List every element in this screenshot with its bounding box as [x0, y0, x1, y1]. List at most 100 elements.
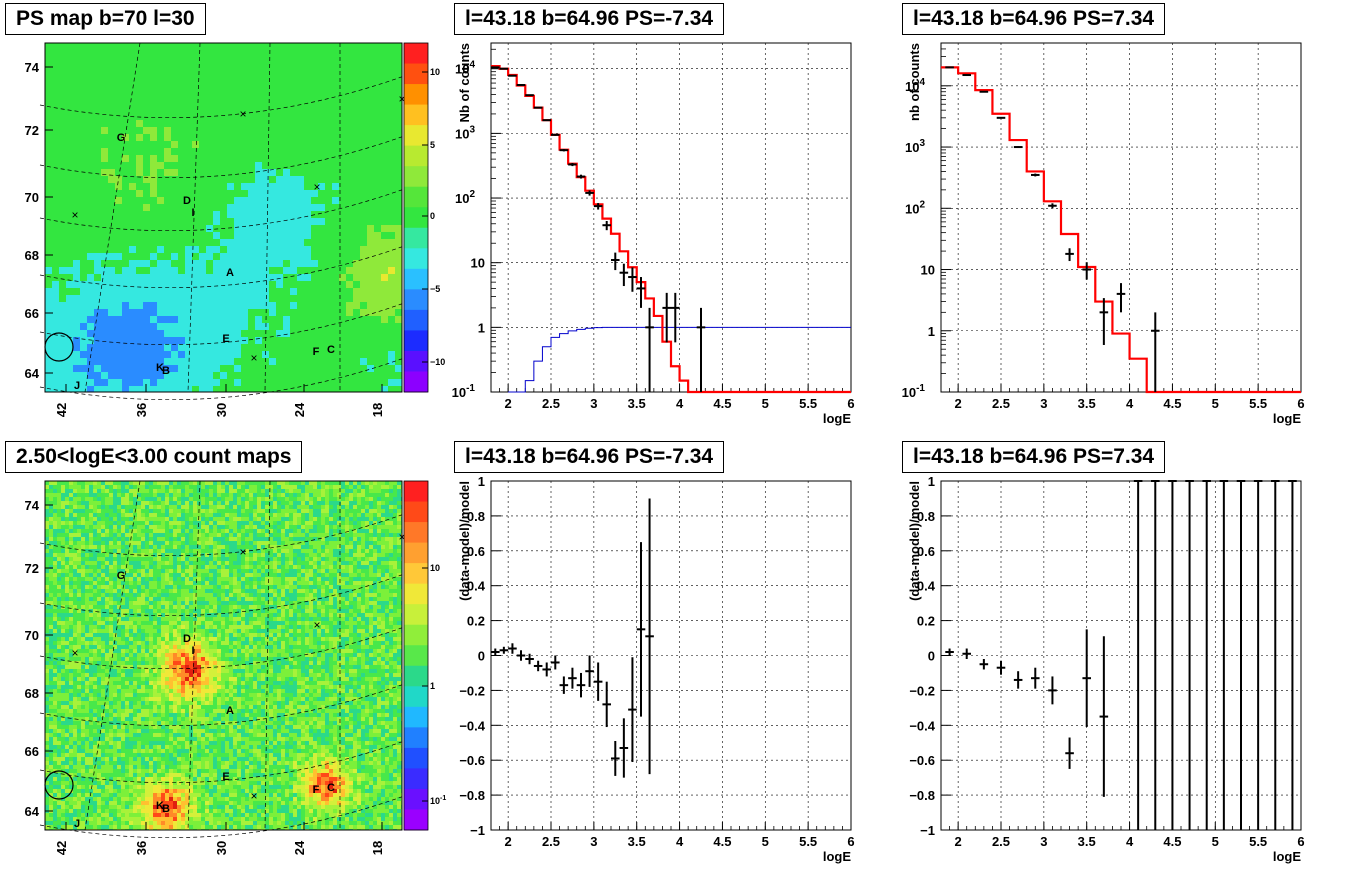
- map-pixel: [53, 497, 57, 501]
- map-pixel: [101, 211, 108, 218]
- map-pixel: [206, 120, 213, 127]
- map-pixel: [213, 358, 220, 365]
- map-pixel: [277, 517, 281, 521]
- map-pixel: [52, 302, 59, 309]
- map-pixel: [115, 113, 122, 120]
- map-pixel: [361, 541, 365, 545]
- map-pixel: [273, 541, 277, 545]
- map-pixel: [171, 78, 178, 85]
- map-pixel: [395, 330, 402, 337]
- map-pixel: [277, 509, 281, 513]
- map-pixel: [297, 120, 304, 127]
- map-pixel: [234, 204, 241, 211]
- map-pixel: [367, 358, 374, 365]
- map-pixel: [332, 239, 339, 246]
- map-pixel: [346, 351, 353, 358]
- map-pixel: [125, 485, 129, 489]
- map-pixel: [49, 513, 53, 517]
- map-pixel: [157, 330, 164, 337]
- map-pixel: [297, 225, 304, 232]
- map-pixel: [276, 302, 283, 309]
- map-pixel: [269, 246, 276, 253]
- map-pixel: [115, 239, 122, 246]
- map-pixel: [381, 274, 388, 281]
- map-pixel: [115, 365, 122, 372]
- map-pixel: [388, 302, 395, 309]
- map-pixel: [283, 57, 290, 64]
- map-pixel: [304, 330, 311, 337]
- map-pixel: [353, 141, 360, 148]
- map-pixel: [311, 386, 318, 392]
- map-pixel: [80, 337, 87, 344]
- map-pixel: [313, 533, 317, 537]
- data-point: [576, 672, 586, 698]
- map-pixel: [262, 50, 269, 57]
- map-pixel: [360, 141, 367, 148]
- map-pixel: [171, 155, 178, 162]
- map-pixel: [318, 169, 325, 176]
- map-pixel: [185, 541, 189, 545]
- map-pixel: [277, 541, 281, 545]
- map-pixel: [185, 85, 192, 92]
- map-pixel: [197, 513, 201, 517]
- map-pixel: [59, 358, 66, 365]
- map-pixel: [53, 489, 57, 493]
- map-pixel: [87, 253, 94, 260]
- map-pixel: [193, 529, 197, 533]
- map-pixel: [283, 127, 290, 134]
- map-pixel: [45, 57, 52, 64]
- map-pixel: [181, 485, 185, 489]
- map-pixel: [297, 379, 304, 386]
- map-pixel: [137, 497, 141, 501]
- map-pixel: [317, 545, 321, 549]
- map-pixel: [276, 204, 283, 211]
- map-pixel: [143, 302, 150, 309]
- map-pixel: [221, 517, 225, 521]
- colorbar-swatch: [404, 330, 428, 352]
- map-pixel: [80, 309, 87, 316]
- colorbar-swatch: [404, 186, 428, 208]
- map-pixel: [325, 176, 332, 183]
- map-pixel: [45, 218, 52, 225]
- map-pixel: [66, 127, 73, 134]
- map-pixel: [353, 120, 360, 127]
- map-pixel: [101, 372, 108, 379]
- map-pixel: [381, 337, 388, 344]
- map-pixel: [265, 505, 269, 509]
- map-pixel: [283, 113, 290, 120]
- map-pixel: [59, 197, 66, 204]
- map-pixel: [261, 513, 265, 517]
- map-pixel: [273, 489, 277, 493]
- map-pixel: [241, 489, 245, 493]
- map-pixel: [290, 351, 297, 358]
- map-pixel: [262, 190, 269, 197]
- map-pixel: [49, 537, 53, 541]
- map-pixel: [289, 481, 293, 485]
- map-y-tick-label: 68: [25, 248, 39, 263]
- map-pixel: [205, 529, 209, 533]
- map-pixel: [325, 525, 329, 529]
- map-pixel: [311, 169, 318, 176]
- map-pixel: [318, 120, 325, 127]
- map-pixel: [69, 521, 73, 525]
- map-pixel: [360, 204, 367, 211]
- map-pixel: [157, 253, 164, 260]
- map-pixel: [213, 64, 220, 71]
- map-pixel: [297, 513, 301, 517]
- map-pixel: [227, 71, 234, 78]
- map-pixel: [276, 239, 283, 246]
- map-pixel: [304, 218, 311, 225]
- map-pixel: [360, 288, 367, 295]
- map-pixel: [257, 493, 261, 497]
- map-pixel: [171, 183, 178, 190]
- map-pixel: [301, 513, 305, 517]
- map-pixel: [248, 176, 255, 183]
- map-pixel: [101, 85, 108, 92]
- map-pixel: [248, 365, 255, 372]
- map-pixel: [277, 481, 281, 485]
- map-pixel: [273, 481, 277, 485]
- colorbar-swatch: [404, 350, 428, 372]
- map-pixel: [339, 372, 346, 379]
- map-pixel: [101, 267, 108, 274]
- map-pixel: [206, 253, 213, 260]
